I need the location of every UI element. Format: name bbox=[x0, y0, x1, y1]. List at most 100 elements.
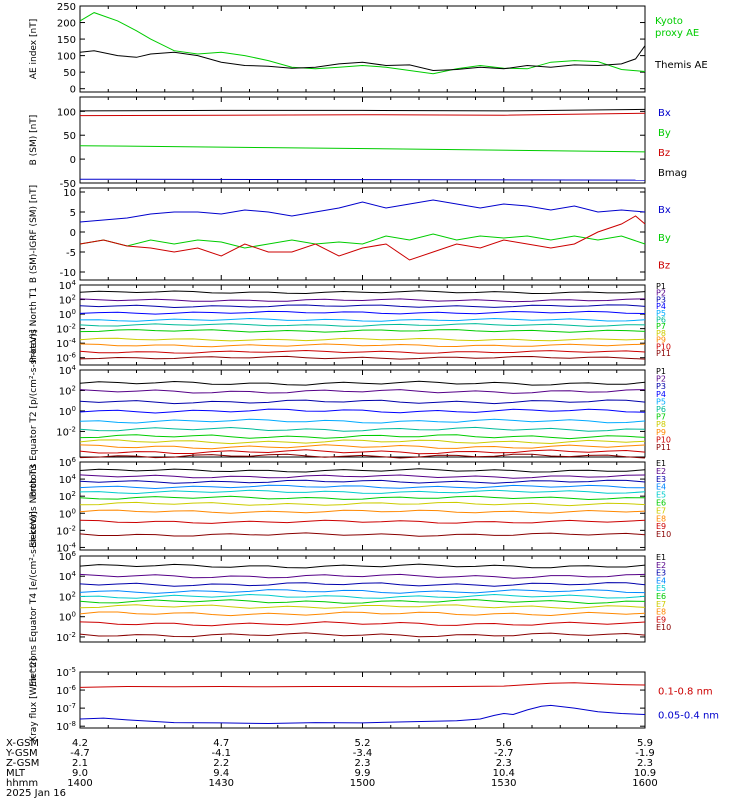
series-line-p2 bbox=[79, 389, 646, 394]
series-line-p8 bbox=[79, 439, 646, 445]
ytick-label: 10 bbox=[63, 188, 76, 199]
legend-e9: E9 bbox=[656, 522, 666, 531]
ytick-label: 10-7 bbox=[56, 702, 76, 715]
series-line-by bbox=[79, 145, 646, 153]
axis-ygsm-value: -4.1 bbox=[211, 748, 231, 759]
legend-e4: E4 bbox=[656, 483, 666, 492]
legend-e10: E10 bbox=[656, 623, 671, 632]
axis-row-label-2: Z-GSM bbox=[6, 758, 39, 769]
axis-xgsm-value: 4.2 bbox=[72, 738, 88, 749]
legend-e4: E4 bbox=[656, 576, 666, 585]
axis-row-label-0: X-GSM bbox=[6, 738, 39, 749]
legend-p7: P7 bbox=[656, 413, 666, 422]
series-line-e10 bbox=[79, 532, 646, 537]
legend-p11: P11 bbox=[656, 349, 671, 358]
axis-mlt-value: 10.4 bbox=[493, 768, 515, 779]
panel-frame-0 bbox=[79, 5, 646, 93]
series-line-p10 bbox=[79, 349, 646, 354]
axis-row-label-3: MLT bbox=[6, 768, 26, 779]
legend-e1: E1 bbox=[656, 553, 666, 562]
legend-kyoto-proxy-ae: proxy AE bbox=[655, 28, 699, 39]
ytick-label: 0 bbox=[70, 85, 76, 96]
legend-bx: Bx bbox=[658, 205, 671, 216]
axis-hhmm-value: 1500 bbox=[350, 778, 375, 789]
legend-p1: P1 bbox=[656, 282, 666, 291]
axis-zgsm-value: 2.3 bbox=[496, 758, 512, 769]
series-line-e8 bbox=[79, 611, 646, 617]
series-line-p5 bbox=[79, 317, 646, 322]
series-line-e5 bbox=[79, 489, 646, 495]
series-line-p5 bbox=[79, 418, 646, 424]
ytick-label: 102 bbox=[59, 590, 76, 603]
ytick-label: 100 bbox=[59, 308, 76, 321]
series-line-e9 bbox=[79, 621, 646, 627]
series-line-e6 bbox=[79, 495, 646, 501]
y-axis-label: B (SM)-IGRF (SM) [nT] bbox=[29, 185, 39, 283]
series-line-p11 bbox=[79, 453, 646, 459]
legend-e8: E8 bbox=[656, 608, 666, 617]
axis-mlt-value: 9.9 bbox=[355, 768, 371, 779]
ytick-label: 10-2 bbox=[56, 631, 76, 644]
legend-e6: E6 bbox=[656, 592, 666, 601]
series-line-e2 bbox=[79, 573, 646, 579]
panel-frame-5 bbox=[79, 461, 646, 551]
ytick-label: 104 bbox=[59, 364, 77, 377]
series-line-p1 bbox=[79, 290, 646, 295]
series-line-bx bbox=[79, 199, 646, 223]
ytick-label: 0 bbox=[70, 155, 76, 166]
series-line-bx bbox=[79, 178, 646, 181]
y-axis-label: Electrons Equator T4 [e/(cm²-s-sr-keV)] bbox=[29, 511, 39, 687]
series-line-themis-ae bbox=[79, 45, 646, 72]
axis-zgsm-value: 2.1 bbox=[72, 758, 88, 769]
series-line-p6 bbox=[79, 426, 646, 432]
legend-0-1-0-8-nm: 0.1-0.8 nm bbox=[658, 686, 713, 697]
axis-mlt-value: 9.4 bbox=[213, 768, 229, 779]
legend-kyoto-proxy-ae: Kyoto bbox=[655, 16, 683, 27]
ytick-label: 104 bbox=[59, 279, 77, 292]
series-line-bz bbox=[79, 112, 646, 117]
axis-xgsm-value: 5.9 bbox=[637, 738, 653, 749]
ytick-label: 250 bbox=[57, 2, 76, 13]
series-line-0-1-0-8-nm bbox=[79, 682, 646, 688]
series-line-bmag bbox=[79, 108, 646, 112]
ytick-label: 10-5 bbox=[56, 666, 76, 679]
series-line-e7 bbox=[79, 501, 646, 507]
legend-e7: E7 bbox=[656, 506, 666, 515]
legend-p7: P7 bbox=[656, 322, 666, 331]
axis-row-label-5: 2025 Jan 16 bbox=[6, 788, 66, 799]
legend-p9: P9 bbox=[656, 428, 666, 437]
series-line-p4 bbox=[79, 310, 646, 315]
legend-p4: P4 bbox=[656, 390, 666, 399]
ytick-label: 100 bbox=[59, 405, 76, 418]
series-line-kyoto-proxy-ae bbox=[79, 12, 646, 75]
legend-bmag: Bmag bbox=[658, 168, 687, 179]
series-line-bz bbox=[79, 215, 646, 261]
ytick-label: 104 bbox=[59, 570, 77, 583]
ytick-label: 50 bbox=[63, 131, 76, 142]
series-line-p9 bbox=[79, 444, 646, 450]
y-axis-label: Protons North T1 bbox=[29, 287, 39, 363]
series-line-p3 bbox=[79, 399, 646, 405]
axis-row-label-1: Y-GSM bbox=[5, 748, 38, 759]
legend-e5: E5 bbox=[656, 584, 666, 593]
axis-zgsm-value: 2.2 bbox=[213, 758, 229, 769]
ytick-label: 10-2 bbox=[56, 524, 76, 537]
legend-0-05-0-4-nm: 0.05-0.4 nm bbox=[658, 711, 719, 722]
series-line-e5 bbox=[79, 593, 646, 599]
axis-mlt-value: 10.9 bbox=[634, 768, 656, 779]
legend-e2: E2 bbox=[656, 467, 666, 476]
ytick-label: 10-4 bbox=[56, 541, 76, 554]
legend-p6: P6 bbox=[656, 405, 666, 414]
ytick-label: -50 bbox=[60, 179, 76, 190]
legend-e6: E6 bbox=[656, 499, 666, 508]
ytick-label: -5 bbox=[66, 248, 76, 259]
ytick-label: 102 bbox=[59, 490, 76, 503]
legend-e3: E3 bbox=[656, 475, 666, 484]
legend-p10: P10 bbox=[656, 435, 671, 444]
series-line-e1 bbox=[79, 468, 646, 473]
legend-p5: P5 bbox=[656, 309, 666, 318]
series-line-p3 bbox=[79, 304, 646, 309]
ytick-label: 10-6 bbox=[56, 684, 76, 697]
axis-xgsm-value: 4.7 bbox=[213, 738, 229, 749]
